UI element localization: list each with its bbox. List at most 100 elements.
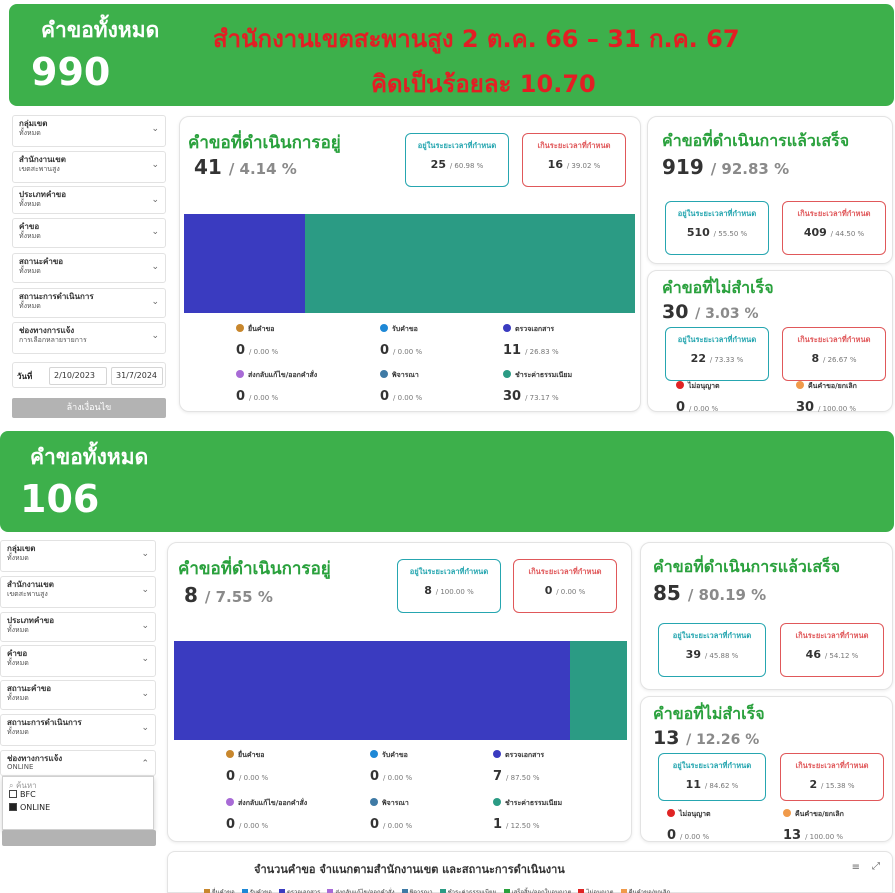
failed-overdue-pill: เกินระยะเวลาที่กำหนด 2 / 15.38 % bbox=[780, 753, 884, 801]
status-value: 30/ 100.00 % bbox=[796, 400, 857, 415]
legend-swatch bbox=[327, 889, 334, 893]
status-stat: ไม่อนุญาต 0/ 0.00 % bbox=[667, 809, 787, 843]
status-stat: ชำระค่าธรรมเนียม 30/ 73.17 % bbox=[503, 370, 623, 404]
filter-value: การเลือกหลายรายการ bbox=[19, 336, 87, 344]
filter-value: ทั้งหมด bbox=[7, 626, 29, 634]
failed-within-time-pill: อยู่ในระยะเวลาที่กำหนด 11 / 84.62 % bbox=[658, 753, 766, 801]
filter-slicer[interactable]: ช่องทางการแจ้ง ONLINE ⌃ bbox=[0, 750, 156, 776]
status-dot-icon bbox=[503, 370, 511, 378]
district-status-chart-title: จำนวนคำขอ จำแนกตามสำนักงานเขต และสถานะกา… bbox=[254, 863, 565, 876]
in-progress-status-bar bbox=[184, 214, 635, 313]
status-label: พิจารณา bbox=[380, 370, 500, 381]
status-stat: รับคำขอ 0/ 0.00 % bbox=[380, 324, 500, 358]
status-dot-icon bbox=[667, 809, 675, 817]
filter-slicer[interactable]: สำนักงานเขต เขตสะพานสูง ⌄ bbox=[12, 151, 166, 183]
legend-item: พิจารณา bbox=[401, 887, 433, 893]
filter-label: สถานะการดำเนินการ bbox=[19, 292, 94, 301]
status-label: ยื่นคำขอ bbox=[226, 750, 346, 761]
filter-slicer[interactable]: คำขอ ทั้งหมด ⌄ bbox=[12, 218, 166, 248]
bottom-total-banner: คำขอทั้งหมด 106 bbox=[0, 431, 894, 532]
filter-slicer[interactable]: สำนักงานเขต เขตสะพานสูง ⌄ bbox=[0, 576, 156, 608]
status-stat: คืนคำขอ/ยกเลิก 13/ 100.00 % bbox=[783, 809, 895, 843]
legend-item: ชำระค่าธรรมเนียม bbox=[439, 887, 497, 893]
bottom-completed-card: คำขอที่ดำเนินการแล้วเสร็จ 85 / 80.19 % อ… bbox=[640, 542, 893, 690]
status-value: 13/ 100.00 % bbox=[783, 828, 844, 843]
completed-count: 919 / 92.83 % bbox=[662, 155, 790, 179]
date-from-input[interactable]: 2/10/2023 bbox=[49, 367, 107, 385]
filter-value: ทั้งหมด bbox=[19, 267, 41, 275]
channel-option-online[interactable]: ONLINE bbox=[9, 803, 50, 812]
status-value: 11/ 26.83 % bbox=[503, 343, 559, 358]
chevron-down-icon: ⌄ bbox=[141, 654, 149, 664]
status-label: ยื่นคำขอ bbox=[236, 324, 356, 335]
failed-title: คำขอที่ไม่สำเร็จ bbox=[653, 704, 765, 723]
channel-option-bfc[interactable]: BFC bbox=[9, 790, 36, 799]
chevron-down-icon: ⌃ bbox=[141, 759, 149, 769]
status-dot-icon bbox=[493, 750, 501, 758]
status-stat: ยื่นคำขอ 0/ 0.00 % bbox=[236, 324, 356, 358]
status-dot-icon bbox=[783, 809, 791, 817]
status-label: พิจารณา bbox=[370, 798, 490, 809]
chevron-down-icon: ⌄ bbox=[141, 689, 149, 699]
legend-swatch bbox=[578, 889, 585, 893]
filter-slicer[interactable]: กลุ่มเขต ทั้งหมด ⌄ bbox=[0, 540, 156, 572]
legend-swatch bbox=[620, 889, 627, 893]
legend-item: ส่งกลับแก้ไข/ออกคำสั่ง bbox=[327, 887, 395, 893]
filter-slicer[interactable]: สถานะคำขอ ทั้งหมด ⌄ bbox=[0, 680, 156, 710]
status-dot-icon bbox=[226, 750, 234, 758]
status-label: ตรวจเอกสาร bbox=[493, 750, 613, 761]
clear-filters-button[interactable]: ล้างเงื่อนไข bbox=[12, 398, 166, 418]
status-label: ส่งกลับแก้ไข/ออกคำสั่ง bbox=[236, 370, 356, 381]
status-value: 0/ 0.00 % bbox=[226, 817, 269, 832]
filter-slicer[interactable]: สถานะการดำเนินการ ทั้งหมด ⌄ bbox=[12, 288, 166, 318]
filter-value: ทั้งหมด bbox=[7, 694, 29, 702]
filter-slicer[interactable]: ช่องทางการแจ้ง การเลือกหลายรายการ ⌄ bbox=[12, 322, 166, 354]
filter-slicer[interactable]: สถานะคำขอ ทั้งหมด ⌄ bbox=[12, 253, 166, 283]
filter-slicer[interactable]: กลุ่มเขต ทั้งหมด ⌄ bbox=[12, 115, 166, 147]
filter-value: ทั้งหมด bbox=[7, 659, 29, 667]
status-stat: ไม่อนุญาต 0/ 0.00 % bbox=[676, 381, 796, 415]
chevron-down-icon: ⌄ bbox=[141, 585, 149, 595]
channel-search-input[interactable]: ⌕ ค้นหา bbox=[9, 781, 37, 790]
filter-value: ทั้งหมด bbox=[19, 129, 41, 137]
in-progress-within-time-pill: อยู่ในระยะเวลาที่กำหนด 8 / 100.00 % bbox=[397, 559, 501, 613]
status-dot-icon bbox=[380, 324, 388, 332]
channel-dropdown: ⌕ ค้นหา BFC ONLINE bbox=[2, 776, 154, 830]
status-value: 0/ 0.00 % bbox=[380, 389, 423, 404]
in-progress-overdue-pill: เกินระยะเวลาที่กำหนด 0 / 0.00 % bbox=[513, 559, 617, 613]
chart-legend: ยื่นคำขอ รับคำขอ ตรวจเอกสาร ส่งกลับแก้ไข/ออ… bbox=[204, 879, 677, 893]
filter-slicer[interactable]: ประเภทคำขอ ทั้งหมด ⌄ bbox=[12, 186, 166, 214]
date-label: วันที่ bbox=[17, 372, 33, 381]
status-stat: คืนคำขอ/ยกเลิก 30/ 100.00 % bbox=[796, 381, 895, 415]
filter-slicer[interactable]: สถานะการดำเนินการ ทั้งหมด ⌄ bbox=[0, 714, 156, 746]
filter-value: ทั้งหมด bbox=[7, 728, 29, 736]
status-value: 7/ 87.50 % bbox=[493, 769, 540, 784]
filter-value: ทั้งหมด bbox=[19, 200, 41, 208]
date-to-input[interactable]: 31/7/2024 bbox=[111, 367, 163, 385]
filter-slicer[interactable]: ประเภทคำขอ ทั้งหมด ⌄ bbox=[0, 612, 156, 642]
bottom-failed-card: คำขอที่ไม่สำเร็จ 13 / 12.26 % อยู่ในระยะ… bbox=[640, 696, 895, 843]
filter-label: สถานะคำขอ bbox=[7, 684, 52, 693]
status-label: ชำระค่าธรรมเนียม bbox=[503, 370, 623, 381]
status-value: 0/ 0.00 % bbox=[667, 828, 710, 843]
in-progress-title: คำขอที่ดำเนินการอยู่ bbox=[178, 559, 331, 579]
status-label: ชำระค่าธรรมเนียม bbox=[493, 798, 613, 809]
focus-mode-icon[interactable]: ⤢ bbox=[872, 861, 880, 872]
in-progress-count: 8 / 7.55 % bbox=[184, 583, 273, 607]
top-total-banner: คำขอทั้งหมด 990 สำนักงานเขตสะพานสูง 2 ต.… bbox=[9, 4, 894, 106]
filter-icon[interactable]: ≡ bbox=[851, 862, 860, 873]
bottom-total-count: 106 bbox=[20, 477, 100, 521]
status-stat: ตรวจเอกสาร 11/ 26.83 % bbox=[503, 324, 623, 358]
filter-label: สำนักงานเขต bbox=[19, 155, 66, 164]
completed-title: คำขอที่ดำเนินการแล้วเสร็จ bbox=[662, 131, 850, 150]
status-dot-icon bbox=[503, 324, 511, 332]
bar-segment-document-check bbox=[174, 641, 570, 740]
status-value: 0/ 0.00 % bbox=[676, 400, 719, 415]
chevron-down-icon: ⌄ bbox=[141, 621, 149, 631]
status-dot-icon bbox=[236, 370, 244, 378]
status-label: ไม่อนุญาต bbox=[667, 809, 787, 820]
filter-slicer[interactable]: คำขอ ทั้งหมด ⌄ bbox=[0, 645, 156, 677]
status-label: คืนคำขอ/ยกเลิก bbox=[783, 809, 895, 820]
completed-count: 85 / 80.19 % bbox=[653, 581, 767, 605]
status-label: ไม่อนุญาต bbox=[676, 381, 796, 392]
